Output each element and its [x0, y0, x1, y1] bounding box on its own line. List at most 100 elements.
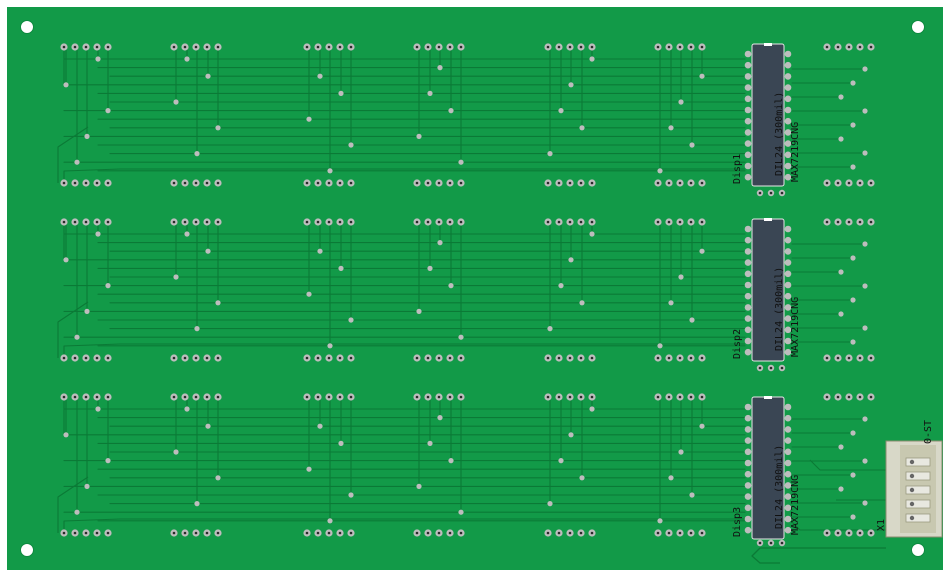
through-hole-pad-icon [181, 354, 189, 362]
mounting-hole-icon [911, 543, 925, 557]
via-pad [348, 142, 354, 148]
through-hole-pad-icon [588, 354, 596, 362]
through-hole-pad-icon [314, 529, 322, 537]
through-hole-pad-icon [577, 529, 585, 537]
through-hole-pad-icon [577, 393, 585, 401]
through-hole-pad-icon [424, 218, 432, 226]
through-hole-pad-icon [555, 43, 563, 51]
via-pad [306, 466, 312, 472]
through-hole-pad-icon [665, 354, 673, 362]
via-pad [862, 241, 868, 247]
through-hole-pad-icon [845, 179, 853, 187]
pcb-substrate [7, 7, 943, 570]
via-pad [547, 151, 553, 157]
via-pad [205, 423, 211, 429]
through-hole-pad-icon [446, 393, 454, 401]
via-pad [568, 257, 574, 263]
through-hole-pad-icon [654, 393, 662, 401]
through-hole-pad-icon [446, 43, 454, 51]
via-pad [678, 449, 684, 455]
through-hole-pad-icon [544, 354, 552, 362]
via-pad [306, 116, 312, 122]
through-hole-pad-icon [778, 189, 786, 197]
through-hole-pad-icon [698, 354, 706, 362]
through-hole-pad-icon [336, 393, 344, 401]
via-pad [348, 492, 354, 498]
mounting-hole-icon [911, 20, 925, 34]
through-hole-pad-icon [446, 179, 454, 187]
via-pad [448, 283, 454, 289]
through-hole-pad-icon [544, 43, 552, 51]
trace [809, 459, 886, 471]
through-hole-pad-icon [170, 354, 178, 362]
through-hole-pad-icon [834, 179, 842, 187]
through-hole-pad-icon [71, 43, 79, 51]
via-pad [862, 416, 868, 422]
through-hole-pad-icon [834, 393, 842, 401]
via-pad [215, 125, 221, 131]
through-hole-pad-icon [104, 179, 112, 187]
through-hole-pad-icon [413, 354, 421, 362]
through-hole-pad-icon [823, 179, 831, 187]
through-hole-pad-icon [756, 539, 764, 547]
through-hole-pad-icon [424, 179, 432, 187]
through-hole-pad-icon [71, 179, 79, 187]
through-hole-pad-icon [424, 393, 432, 401]
through-hole-pad-icon [856, 529, 864, 537]
trace [789, 519, 886, 531]
through-hole-pad-icon [104, 529, 112, 537]
through-hole-pad-icon [104, 43, 112, 51]
via-pad [63, 432, 69, 438]
through-hole-pad-icon [867, 393, 875, 401]
through-hole-pad-icon [82, 218, 90, 226]
via-pad [850, 122, 856, 128]
through-hole-pad-icon [588, 218, 596, 226]
through-hole-pad-icon [435, 393, 443, 401]
through-hole-pad-icon [82, 43, 90, 51]
via-pad [338, 440, 344, 446]
through-hole-pad-icon [214, 393, 222, 401]
trace [57, 126, 89, 183]
through-hole-pad-icon [867, 218, 875, 226]
through-hole-pad-icon [314, 393, 322, 401]
trace [63, 518, 745, 533]
through-hole-pad-icon [93, 393, 101, 401]
through-hole-pad-icon [93, 354, 101, 362]
through-hole-pad-icon [303, 354, 311, 362]
through-hole-pad-icon [303, 43, 311, 51]
through-hole-pad-icon [413, 218, 421, 226]
through-hole-pad-icon [665, 43, 673, 51]
via-pad [348, 317, 354, 323]
through-hole-pad-icon [856, 43, 864, 51]
via-pad [105, 458, 111, 464]
via-pad [862, 283, 868, 289]
via-pad [850, 472, 856, 478]
through-hole-pad-icon [676, 218, 684, 226]
ic-ref-label: Disp2 [732, 329, 743, 359]
through-hole-pad-icon [303, 179, 311, 187]
through-hole-pad-icon [566, 43, 574, 51]
through-hole-pad-icon [203, 179, 211, 187]
through-hole-pad-icon [325, 43, 333, 51]
through-hole-pad-icon [856, 218, 864, 226]
through-hole-pad-icon [566, 354, 574, 362]
through-hole-pad-icon [303, 218, 311, 226]
through-hole-pad-icon [192, 393, 200, 401]
through-hole-pad-icon [71, 529, 79, 537]
through-hole-pad-icon [457, 179, 465, 187]
through-hole-pad-icon [446, 218, 454, 226]
through-hole-pad-icon [170, 179, 178, 187]
via-pad [850, 164, 856, 170]
trace [57, 476, 89, 533]
through-hole-pad-icon [555, 529, 563, 537]
via-pad [74, 334, 80, 340]
via-pad [862, 150, 868, 156]
through-hole-pad-icon [654, 43, 662, 51]
through-hole-pad-icon [314, 179, 322, 187]
through-hole-pad-icon [845, 43, 853, 51]
through-hole-pad-icon [60, 179, 68, 187]
through-hole-pad-icon [336, 529, 344, 537]
through-hole-pad-icon [457, 529, 465, 537]
